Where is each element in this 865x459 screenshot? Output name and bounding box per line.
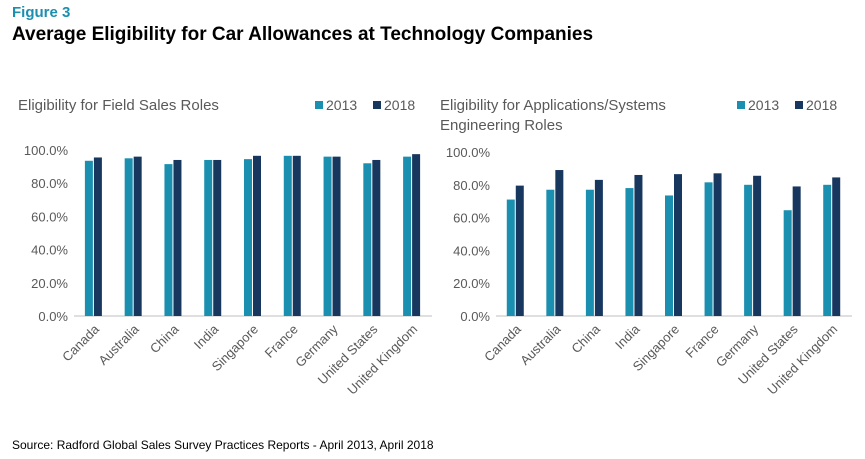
bar-2018-singapore xyxy=(253,155,261,316)
legend-swatch-2018 xyxy=(373,101,381,109)
legend-label-2018: 2018 xyxy=(806,97,837,113)
bar-2018-united-states xyxy=(372,159,381,316)
bar-2013-australia xyxy=(546,189,555,316)
x-tick-label: China xyxy=(568,321,603,356)
source-note: Source: Radford Global Sales Survey Prac… xyxy=(12,438,434,452)
figure-label: Figure 3 xyxy=(12,4,71,21)
chart-title: Engineering Roles xyxy=(440,117,563,134)
x-tick-label: India xyxy=(612,321,643,352)
y-tick-label: 60.0% xyxy=(453,211,490,226)
bar-2018-india xyxy=(213,159,222,316)
bar-2013-france xyxy=(704,182,713,316)
bar-2018-china xyxy=(173,159,182,316)
chart-field-sales-svg: Eligibility for Field Sales Roles 2013 201… xyxy=(18,97,432,398)
legend-swatch-2018 xyxy=(795,101,803,109)
y-tick-label: 0.0% xyxy=(38,309,68,324)
y-tick-label: 0.0% xyxy=(460,309,490,324)
bar-2018-united-kingdom xyxy=(832,177,841,316)
bar-2018-united-states xyxy=(792,186,801,316)
legend-label-2018: 2018 xyxy=(384,97,415,113)
bar-2018-australia xyxy=(133,156,142,316)
y-tick-label: 40.0% xyxy=(453,243,490,258)
bar-2013-singapore xyxy=(244,159,252,316)
y-tick-label: 20.0% xyxy=(453,276,490,291)
x-tick-label: France xyxy=(262,322,301,361)
chart-title: Eligibility for Applications/Systems xyxy=(440,97,666,114)
bar-2013-china xyxy=(585,189,594,316)
x-tick-label: Australia xyxy=(517,321,564,368)
y-tick-label: 100.0% xyxy=(24,143,69,158)
bar-2013-france xyxy=(283,155,292,316)
bar-2013-canada xyxy=(506,199,515,316)
bar-2018-india xyxy=(634,174,643,316)
legend-label-2013: 2013 xyxy=(748,97,779,113)
bar-2013-united-states xyxy=(363,163,372,316)
y-tick-label: 80.0% xyxy=(453,178,490,193)
bar-2013-united-kingdom xyxy=(823,184,832,316)
legend-swatch-2013 xyxy=(737,101,745,109)
y-tick-label: 80.0% xyxy=(31,176,68,191)
bar-2013-germany xyxy=(323,156,332,316)
y-tick-label: 100.0% xyxy=(446,145,491,160)
bar-2013-india xyxy=(204,159,213,316)
chart-applications-engineering-svg: Eligibility for Applications/Systems Engi… xyxy=(440,97,852,398)
chart-applications-engineering: Eligibility for Applications/Systems Engi… xyxy=(432,88,857,428)
chart-field-sales: Eligibility for Field Sales Roles 2013 201… xyxy=(10,88,435,428)
bar-2018-germany xyxy=(753,175,762,316)
legend-label-2013: 2013 xyxy=(326,97,357,113)
x-tick-label: United Kingdom xyxy=(764,322,840,398)
bar-2018-canada xyxy=(515,185,524,316)
bar-2013-china xyxy=(164,164,173,316)
x-tick-label: India xyxy=(191,321,222,352)
bar-2018-china xyxy=(594,179,603,316)
x-tick-label: United Kingdom xyxy=(344,322,420,398)
x-tick-label: China xyxy=(147,321,182,356)
y-tick-label: 20.0% xyxy=(31,276,68,291)
bar-2013-singapore xyxy=(665,195,673,316)
bar-2018-united-kingdom xyxy=(412,154,421,316)
bar-2018-singapore xyxy=(674,174,682,316)
bar-2013-united-kingdom xyxy=(403,156,412,316)
bar-2013-united-states xyxy=(783,210,792,316)
bar-2013-australia xyxy=(124,158,133,316)
bar-2018-france xyxy=(713,173,722,316)
x-tick-label: Australia xyxy=(95,321,142,368)
legend-swatch-2013 xyxy=(315,101,323,109)
y-tick-label: 60.0% xyxy=(31,209,68,224)
x-tick-label: France xyxy=(682,322,721,361)
bar-2018-australia xyxy=(555,170,564,316)
bar-2013-germany xyxy=(744,184,753,316)
bar-2018-germany xyxy=(332,156,341,316)
bar-2018-canada xyxy=(93,157,102,316)
bar-2013-canada xyxy=(84,160,93,316)
bar-2018-france xyxy=(292,155,301,316)
y-tick-label: 40.0% xyxy=(31,243,68,258)
chart-title: Eligibility for Field Sales Roles xyxy=(18,97,219,114)
figure-title: Average Eligibility for Car Allowances a… xyxy=(12,24,594,45)
bar-2013-india xyxy=(625,188,634,316)
